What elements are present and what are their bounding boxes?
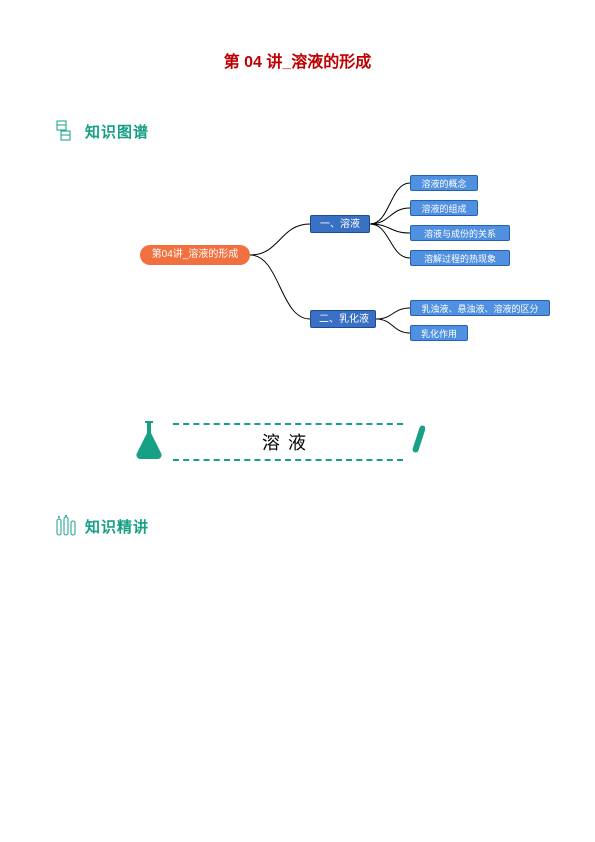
mindmap-leaf: 乳浊液、悬浊液、溶液的区分 [410, 300, 550, 316]
mindmap: 第04讲_溶液的形成 一、溶液二、乳化液 溶液的概念溶液的组成溶液与成份的关系溶解过… [140, 165, 540, 365]
mindmap-leaf: 溶液的组成 [410, 200, 478, 216]
section-knowledge-detail: 知识精讲 [55, 515, 149, 537]
mindmap-branch: 二、乳化液 [310, 310, 376, 328]
tubes-icon [55, 515, 81, 537]
banner-box: 溶液 [173, 423, 403, 461]
section-label: 知识精讲 [85, 516, 149, 537]
mindmap-leaf: 溶液与成份的关系 [410, 225, 510, 241]
mindmap-root: 第04讲_溶液的形成 [140, 245, 250, 265]
title-rest: 溶液的形成 [291, 54, 371, 71]
banner-label: 溶液 [262, 429, 314, 455]
mindmap-leaf: 乳化作用 [410, 325, 468, 341]
flask-icon [55, 120, 81, 142]
page-title: 第 04 讲_溶液的形成 [0, 48, 595, 72]
mindmap-branch: 一、溶液 [310, 215, 370, 233]
mindmap-leaf: 溶液的概念 [410, 175, 478, 191]
section-label: 知识图谱 [85, 121, 149, 142]
mindmap-leaf: 溶解过程的热现象 [410, 250, 510, 266]
topic-banner: 溶液 [125, 415, 425, 468]
test-tube-icon [403, 423, 425, 461]
section-knowledge-map: 知识图谱 [55, 120, 149, 142]
title-prefix: 第 04 讲_ [224, 54, 292, 71]
flask-icon [125, 415, 173, 468]
